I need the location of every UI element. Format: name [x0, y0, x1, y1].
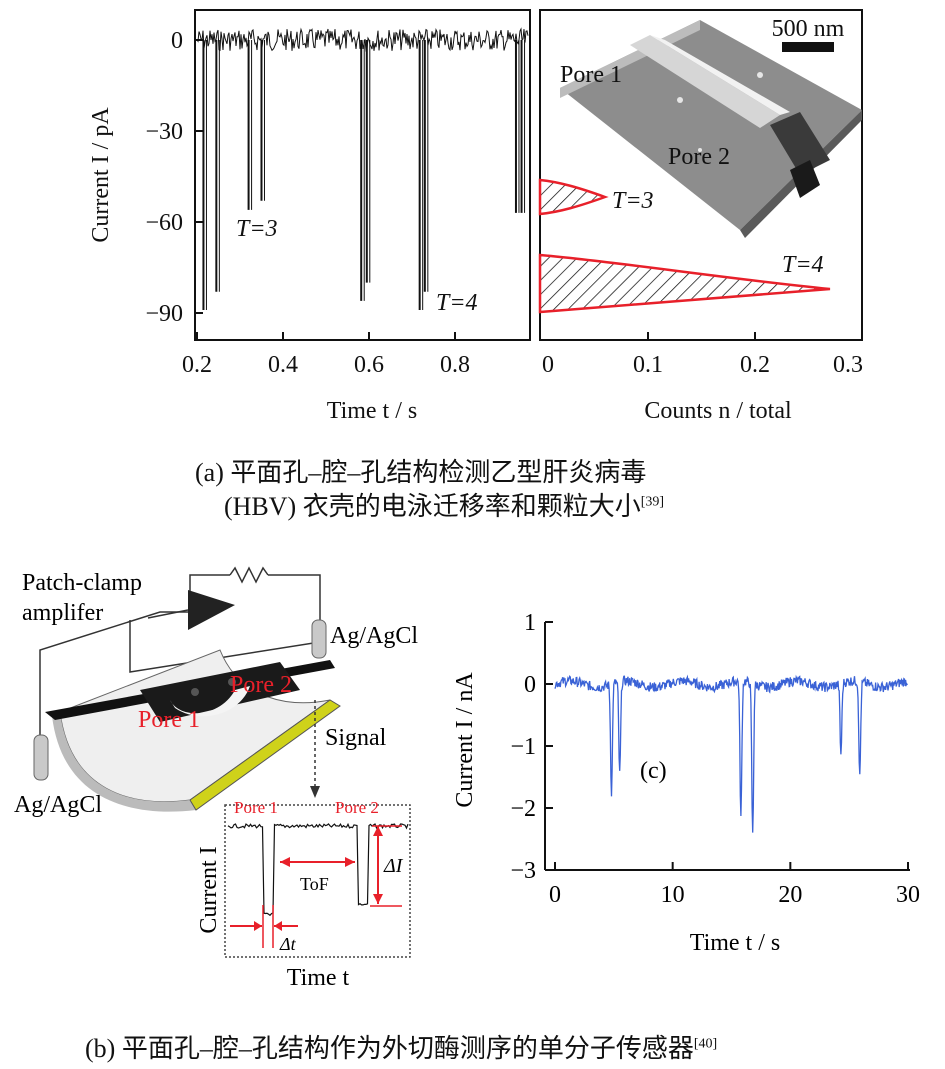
amplifier-label-line2: amplifer: [22, 600, 103, 626]
panel-c-label: (c): [640, 758, 667, 784]
inset-xlabel: Time t: [287, 965, 350, 991]
tof-label: ToF: [300, 874, 329, 894]
scalebar: [782, 42, 834, 52]
panel-c-ytick-label: 1: [524, 610, 536, 636]
histogram-xlabel: Counts n / total: [644, 398, 792, 424]
caption-a-line1: (a) 平面孔–腔–孔结构检测乙型肝炎病毒: [195, 452, 646, 489]
panel-a-trace: 0 −30 −60 −90 0.2 0.4 0.6 0.8 Time t / s…: [88, 9, 531, 424]
panel-b-inset: Pore 1 Pore 2 ToF ΔI Δt Current I Time t: [196, 798, 411, 991]
panel-b-schematic: Patch-clamp amplifer Ag/AgCl Ag/AgCl Por…: [14, 566, 418, 818]
xtick-label: 0.4: [268, 352, 298, 378]
panel-c-ytick-label: −3: [510, 858, 536, 884]
trace-a-plot: [196, 27, 529, 310]
ytick-label: −60: [145, 210, 183, 236]
panel-c-ytick-label: −2: [510, 796, 536, 822]
panel-c-ylabel: Current I / nA: [452, 672, 478, 808]
histogram-frame: [539, 9, 863, 341]
panel-a-histogram: 500 nm Pore 1 Pore 2 T=3 T=4 0 0.1 0.2 0…: [538, 9, 863, 424]
xtick-label: 0.6: [354, 352, 384, 378]
trace-a-xlabel: Time t / s: [327, 398, 417, 424]
trace-a-ylabel: Current I / pA: [88, 107, 114, 243]
signal-label: Signal: [325, 725, 387, 751]
histogram-label-t3: T=3: [612, 188, 654, 214]
panel-c-xlabel: Time t / s: [690, 930, 780, 956]
caption-b-text: (b) 平面孔–腔–孔结构作为外切酶测序的单分子传感器: [85, 1034, 694, 1063]
xtick-label: 0.1: [633, 352, 663, 378]
panel-c-ytick-label: 0: [524, 672, 536, 698]
trace-a-baseline: [196, 27, 529, 52]
inset-pore2-label: Pore 2: [335, 798, 379, 817]
caption-a-text-2: (HBV) 衣壳的电泳迁移率和颗粒大小: [224, 492, 641, 521]
caption-b-ref: [40]: [693, 1036, 718, 1052]
panel-c-line: [554, 674, 908, 833]
ytick-label: −30: [145, 119, 183, 145]
panel-c-axes: 10−1−2−30 10 20 30: [510, 610, 920, 908]
inset-trace: [227, 822, 409, 917]
scalebar-label: 500 nm: [772, 16, 845, 42]
trace-a-label-t4: T=4: [436, 290, 478, 316]
caption-a-ref: [39]: [640, 494, 665, 510]
xtick-label: 0.2: [182, 352, 212, 378]
inset-pore1-label: Pore 1: [234, 798, 278, 817]
histogram-t4: [538, 253, 831, 314]
afm-image: [560, 20, 862, 238]
panel-c-ytick-label: −1: [510, 734, 536, 760]
panel-c-xtick-label: 20: [778, 882, 802, 908]
electrode-right: [311, 619, 327, 659]
electrode-top-label: Ag/AgCl: [330, 623, 418, 649]
histogram-label-t4: T=4: [782, 252, 824, 278]
afm-pore1-label: Pore 1: [560, 62, 622, 88]
caption-a-text-1: (a) 平面孔–腔–孔结构检测乙型肝炎病毒: [195, 458, 647, 487]
xtick-label: 0: [542, 352, 554, 378]
afm-pore2-label: Pore 2: [668, 144, 730, 170]
amplifier-label-line1: Patch-clamp: [22, 570, 142, 596]
histogram-t3: [538, 178, 609, 216]
schematic-pore1-label: Pore 1: [138, 707, 200, 733]
ytick-label: −90: [145, 301, 183, 327]
xtick-label: 0.3: [833, 352, 863, 378]
panel-c-xtick-label: 30: [896, 882, 920, 908]
inset-ylabel: Current I: [196, 846, 222, 933]
panel-c-xtick-label: 10: [661, 882, 685, 908]
schematic-pore2-label: Pore 2: [230, 672, 292, 698]
trace-frame: [194, 9, 531, 341]
electrode-left: [33, 734, 49, 781]
delta-i-label: ΔI: [383, 855, 404, 877]
ytick-label: 0: [171, 28, 183, 54]
xtick-label: 0.8: [440, 352, 470, 378]
amplifier-symbol: [188, 590, 235, 630]
panel-c-trace: 10−1−2−30 10 20 30 (c) Current I / nA Time …: [452, 610, 920, 956]
trace-a-yticks: 0 −30 −60 −90: [145, 28, 203, 327]
delta-t-label: Δt: [279, 934, 297, 954]
caption-a-line2: (HBV) 衣壳的电泳迁移率和颗粒大小[39]: [224, 486, 664, 523]
trace-a-label-t3: T=3: [236, 216, 278, 242]
trace-a-xticks: 0.2 0.4 0.6 0.8: [182, 332, 470, 378]
xtick-label: 0.2: [740, 352, 770, 378]
electrode-bottom-label: Ag/AgCl: [14, 792, 102, 818]
caption-b: (b) 平面孔–腔–孔结构作为外切酶测序的单分子传感器[40]: [85, 1028, 717, 1065]
panel-c-xtick-label: 0: [549, 882, 561, 908]
